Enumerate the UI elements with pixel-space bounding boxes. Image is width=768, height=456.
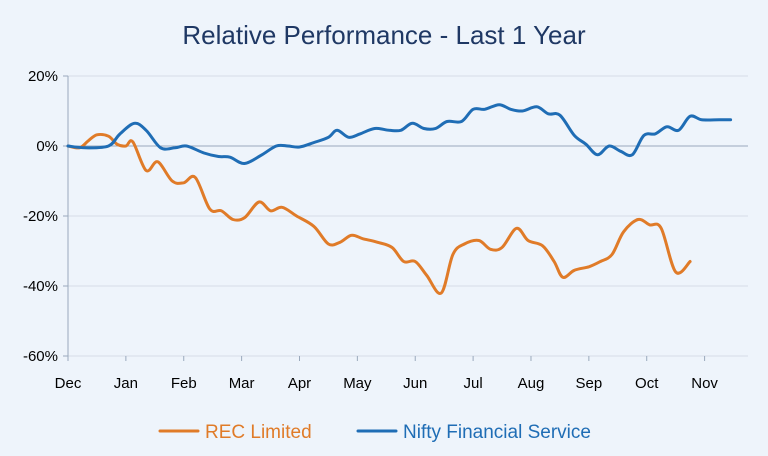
x-tick-label: Aug <box>518 375 545 392</box>
x-tick-label: Jun <box>403 375 427 392</box>
series-line-nifty-financial-service <box>66 103 733 165</box>
y-tick-label: 0% <box>36 138 58 155</box>
y-tick-label: 20% <box>28 68 58 85</box>
x-tick-label: Apr <box>288 375 311 392</box>
x-tick-label: May <box>343 375 372 392</box>
x-tick-label: Nov <box>691 375 718 392</box>
y-tick-label: -20% <box>23 208 58 225</box>
x-tick-label: Sep <box>575 375 602 392</box>
x-tick-label: Jan <box>114 375 138 392</box>
y-axis-ticks: 20% 0% -20% -40% -60% <box>23 68 68 365</box>
series-layer <box>66 103 733 295</box>
legend-label-rec-limited: REC Limited <box>205 422 312 443</box>
x-tick-label: Mar <box>229 375 255 392</box>
y-tick-label: -60% <box>23 348 58 365</box>
chart-title: Relative Performance - Last 1 Year <box>182 20 586 50</box>
x-tick-label: Feb <box>171 375 197 392</box>
x-axis-ticks: Dec Jan Feb Mar Apr May Jun Jul Aug Sep Oct Nov <box>55 356 718 392</box>
x-tick-label: Dec <box>55 375 82 392</box>
y-tick-label: -40% <box>23 278 58 295</box>
x-tick-label: Oct <box>635 375 659 392</box>
x-tick-label: Jul <box>464 375 483 392</box>
legend-label-nifty-financial-service: Nifty Financial Service <box>403 422 591 443</box>
series-line-rec-limited <box>66 132 692 295</box>
grid <box>68 75 748 357</box>
legend: REC Limited Nifty Financial Service <box>158 422 591 443</box>
